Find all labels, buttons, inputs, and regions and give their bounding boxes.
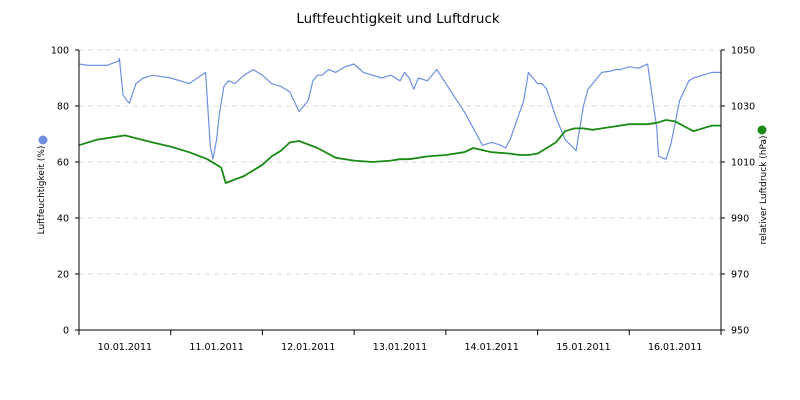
left-tick-label: 20: [57, 270, 69, 281]
x-tick-label: 12.01.2011: [281, 342, 335, 353]
right-tick-label: 990: [731, 214, 749, 225]
left-axis-label: Luftfeuchtigkeit (%): [37, 146, 47, 235]
x-tick-label: 13.01.2011: [373, 342, 427, 353]
left-tick-label: 60: [57, 158, 69, 169]
humidity-series-line: [78, 57, 721, 160]
x-tick-label: 15.01.2011: [556, 342, 610, 353]
left-tick-label: 40: [57, 214, 69, 225]
left-tick-label: 0: [63, 326, 69, 337]
left-tick-label: 80: [57, 102, 69, 113]
right-axis-label: relativer Luftdruck (hPa): [759, 135, 769, 244]
right-tick-label: 1050: [731, 46, 755, 57]
pressure-legend-dot: [757, 125, 767, 135]
grid: [79, 49, 721, 275]
right-tick-label: 970: [731, 270, 749, 281]
axes: [78, 50, 722, 331]
right-axis: 950 970 990 1010 1030 1050: [721, 46, 755, 337]
x-tick-label: 16.01.2011: [648, 342, 702, 353]
humidity-legend-dot: [38, 135, 48, 145]
left-axis: 0 20 40 60 80 100: [51, 46, 79, 337]
x-tick-label: 11.01.2011: [189, 342, 243, 353]
x-tick-label: 10.01.2011: [98, 342, 152, 353]
right-tick-label: 1030: [731, 102, 755, 113]
x-axis: 10.01.2011 11.01.2011 12.01.2011 13.01.2011…: [78, 330, 722, 353]
left-tick-label: 100: [51, 46, 69, 57]
right-tick-label: 1010: [731, 158, 755, 169]
right-tick-label: 950: [731, 326, 749, 337]
x-tick-label: 14.01.2011: [465, 342, 519, 353]
pressure-series-line: [78, 119, 721, 184]
chart-title: Luftfeuchtigkeit und Luftdruck: [296, 11, 500, 27]
series-layer: [78, 57, 721, 184]
